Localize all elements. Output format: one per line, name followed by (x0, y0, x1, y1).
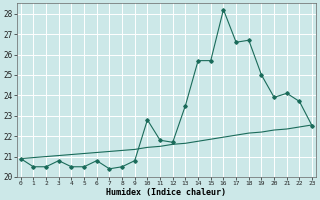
X-axis label: Humidex (Indice chaleur): Humidex (Indice chaleur) (107, 188, 227, 197)
